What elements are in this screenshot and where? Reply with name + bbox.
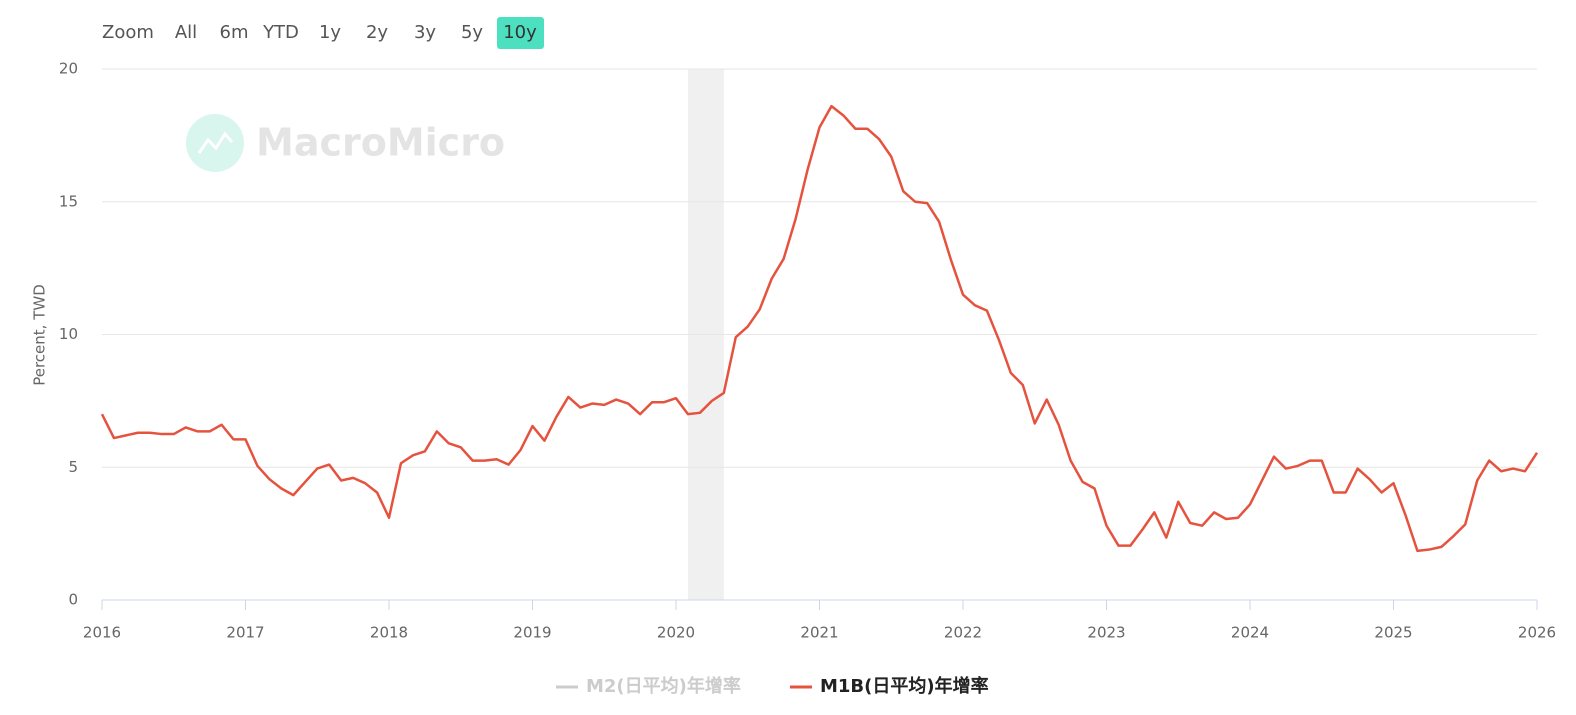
zoom-button[interactable]: 5y — [461, 22, 483, 43]
legend-label[interactable]: M1B(日平均)年增率 — [820, 675, 989, 697]
series-line — [100, 104, 1539, 553]
zoom-button[interactable]: YTD — [262, 22, 299, 43]
x-tick-label: 2024 — [1231, 624, 1269, 642]
watermark-logo — [186, 114, 244, 172]
x-tick-label: 2019 — [513, 624, 551, 642]
zoom-button[interactable]: 3y — [414, 22, 436, 43]
watermark: MacroMicro — [256, 121, 505, 165]
x-tick-label: 2018 — [370, 624, 408, 642]
zoom-button[interactable]: 1y — [319, 22, 341, 43]
y-tick-label: 20 — [59, 60, 78, 78]
x-tick-label: 2025 — [1374, 624, 1412, 642]
zoom-button[interactable]: 6m — [220, 22, 249, 43]
watermark-icon — [197, 131, 234, 154]
x-tick-label: 2016 — [83, 624, 121, 642]
x-tick-label: 2021 — [800, 624, 838, 642]
y-tick-label: 0 — [68, 591, 78, 609]
zoom-button[interactable]: 2y — [366, 22, 388, 43]
x-tick-label: 2023 — [1087, 624, 1125, 642]
x-tick-label: 2020 — [657, 624, 695, 642]
zoom-button[interactable]: 10y — [503, 22, 537, 43]
x-tick-label: 2022 — [944, 624, 982, 642]
zoom-label: Zoom — [102, 22, 154, 43]
y-tick-label: 10 — [59, 325, 78, 343]
y-tick-label: 5 — [68, 458, 78, 476]
x-tick-label: 2026 — [1518, 624, 1556, 642]
y-tick-label: 15 — [59, 192, 78, 210]
y-axis-title: Percent, TWD — [31, 284, 49, 386]
legend-label[interactable]: M2(日平均)年增率 — [586, 675, 741, 697]
zoom-button-bg[interactable] — [497, 17, 544, 49]
zoom-button[interactable]: All — [175, 22, 197, 43]
x-tick-label: 2017 — [226, 624, 264, 642]
